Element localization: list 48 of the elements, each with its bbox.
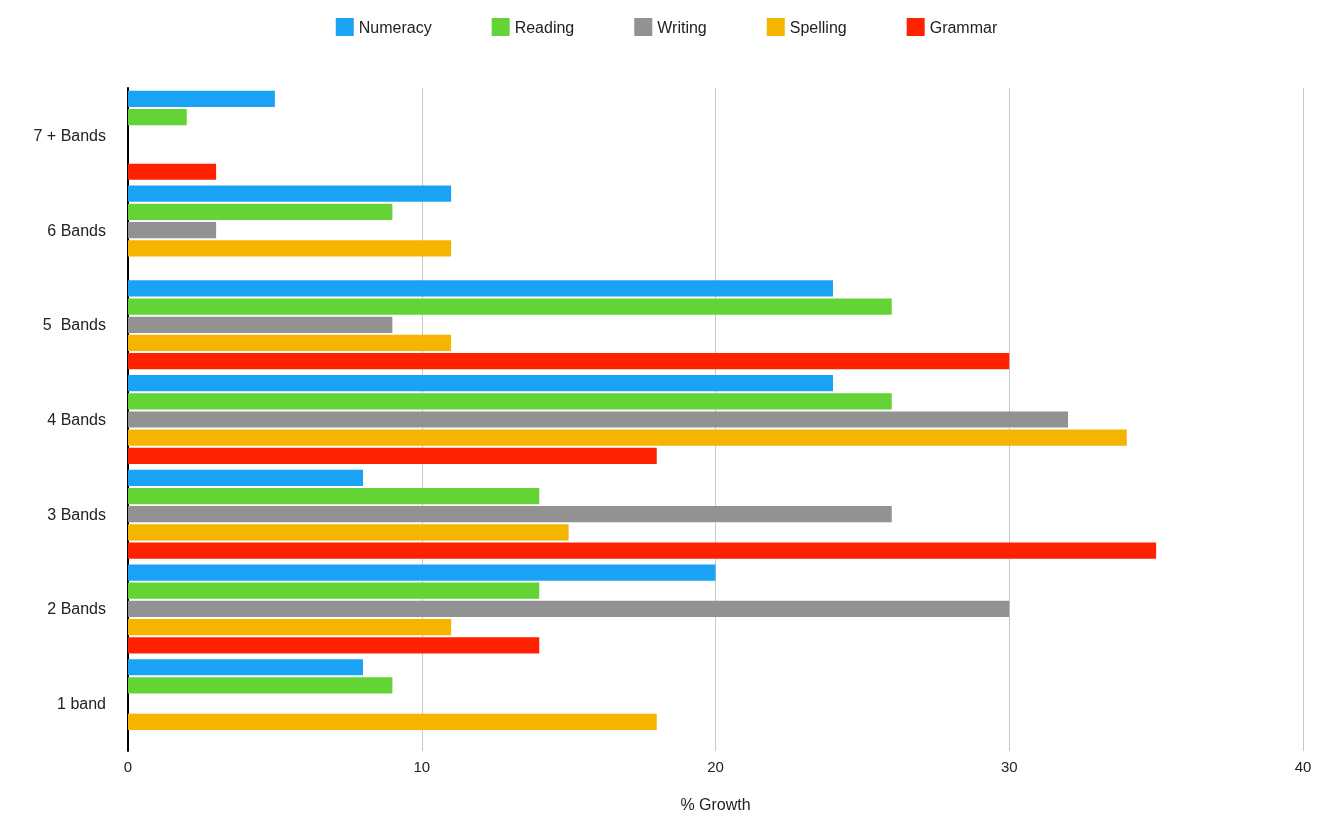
bar bbox=[128, 524, 569, 541]
bar bbox=[128, 677, 393, 694]
bar bbox=[128, 469, 363, 486]
legend-label: Writing bbox=[657, 18, 707, 36]
x-tick-label: 10 bbox=[413, 758, 431, 775]
bar bbox=[128, 619, 452, 636]
x-tick-label: 40 bbox=[1294, 758, 1312, 775]
bar bbox=[128, 393, 892, 410]
x-axis-title: % Growth bbox=[680, 795, 751, 813]
bar bbox=[128, 353, 1010, 370]
bar bbox=[128, 90, 275, 108]
bar bbox=[128, 600, 1010, 618]
bar bbox=[128, 185, 452, 202]
legend-label: Grammar bbox=[929, 18, 998, 36]
bar bbox=[128, 316, 393, 333]
x-tick-label: 30 bbox=[1000, 758, 1018, 775]
bar bbox=[128, 374, 833, 392]
legend-label: Reading bbox=[514, 18, 575, 36]
bar bbox=[128, 298, 892, 315]
bar bbox=[128, 221, 217, 239]
bar bbox=[128, 429, 1127, 446]
bar bbox=[128, 447, 657, 465]
y-tick-label: 2 Bands bbox=[47, 600, 106, 618]
y-tick-label: 6 Bands bbox=[47, 221, 106, 239]
bar bbox=[128, 637, 540, 654]
y-tick-label: 3 Bands bbox=[47, 505, 106, 523]
bar bbox=[128, 542, 1157, 559]
y-tick-label: 1 band bbox=[57, 695, 106, 713]
bar bbox=[128, 659, 363, 676]
bar bbox=[128, 564, 716, 581]
bar bbox=[128, 506, 892, 523]
bar bbox=[128, 582, 540, 599]
y-tick-label: 7 + Bands bbox=[33, 126, 106, 144]
bar bbox=[128, 203, 393, 220]
x-tick-label: 20 bbox=[707, 758, 724, 775]
y-tick-label: 5 Bands bbox=[42, 316, 106, 334]
bar bbox=[128, 411, 1068, 428]
bar bbox=[128, 240, 452, 257]
bar bbox=[128, 334, 452, 352]
legend-label: Numeracy bbox=[358, 18, 432, 36]
bar bbox=[128, 163, 217, 180]
bar bbox=[128, 487, 540, 505]
legend-label: Spelling bbox=[789, 18, 847, 36]
y-tick-label: 4 Bands bbox=[47, 411, 106, 428]
bar bbox=[128, 713, 657, 730]
bar bbox=[128, 109, 187, 126]
x-tick-label: 0 bbox=[123, 758, 133, 775]
bar bbox=[128, 280, 833, 297]
